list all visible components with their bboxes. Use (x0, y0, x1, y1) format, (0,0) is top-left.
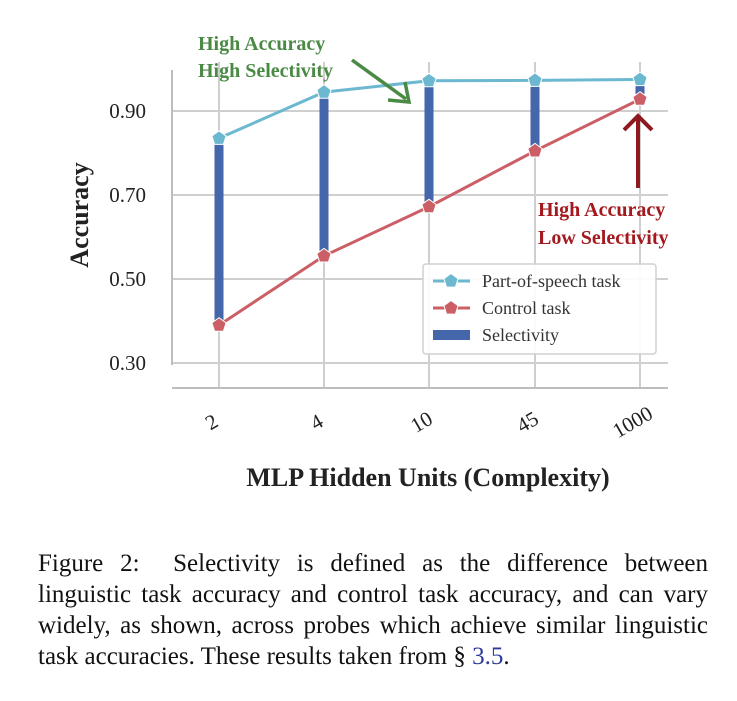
annotation-arrow-shaft (350, 58, 408, 101)
pos-point (211, 130, 227, 145)
annotations: High Accuracy High Selectivity High Accura… (198, 33, 669, 249)
control-point (527, 142, 543, 158)
x-axis-title: MLP Hidden Units (Complexity) (246, 463, 609, 492)
legend-label: Part-of-speech task (482, 271, 620, 291)
y-tick-label: 0.50 (109, 267, 146, 291)
pos-point (421, 72, 437, 88)
control-point (421, 198, 437, 214)
y-tick-label: 0.70 (109, 183, 146, 207)
y-tick-label: 0.90 (109, 99, 146, 123)
control-point (211, 317, 227, 332)
x-tick-label: 10 (406, 406, 436, 437)
caption-text: Selectivity is defined as the difference… (38, 550, 709, 670)
annotation-arrow-head (622, 113, 654, 132)
caption-section-link[interactable]: 3.5 (472, 643, 504, 670)
legend: Part-of-speech task Control task Selectivi… (422, 263, 657, 355)
legend-box (422, 263, 657, 355)
annotation-arrow-head (387, 81, 412, 104)
annotation-high-selectivity: High Accuracy (198, 33, 325, 55)
series-points (211, 71, 648, 332)
y-axis-title: Accuracy (65, 162, 94, 267)
legend-marker (443, 299, 459, 315)
x-tick-label: 45 (512, 406, 542, 437)
chart-svg: 0.30 0.50 0.70 0.90 2 4 10 45 1000 MLP Hidden Uni… (65, 33, 669, 492)
legend-bar-swatch (433, 330, 470, 340)
chart: 0.30 0.50 0.70 0.90 2 4 10 45 1000 MLP Hidden Uni… (65, 33, 669, 492)
y-tick-label: 0.30 (109, 351, 146, 375)
caption-end: . (503, 643, 510, 670)
x-tick-label: 1000 (608, 401, 656, 443)
annotation-low-selectivity: Low Selectivity (538, 227, 669, 249)
figure-caption: Figure 2: Selectivity is defined as the … (38, 548, 708, 672)
legend-label: Control task (482, 298, 571, 318)
annotation-high-selectivity: High Selectivity (198, 60, 333, 82)
pos-point (527, 72, 543, 87)
control-point (632, 91, 648, 106)
pos-point (316, 83, 332, 99)
control-point (316, 247, 332, 263)
x-tick-label: 2 (201, 409, 222, 435)
pos-point (632, 71, 648, 87)
legend-label: Selectivity (482, 325, 559, 345)
x-tick-label: 4 (306, 409, 328, 435)
legend-marker (443, 272, 459, 288)
annotation-low-selectivity: High Accuracy (538, 199, 665, 221)
caption-label: Figure 2: (38, 550, 140, 577)
